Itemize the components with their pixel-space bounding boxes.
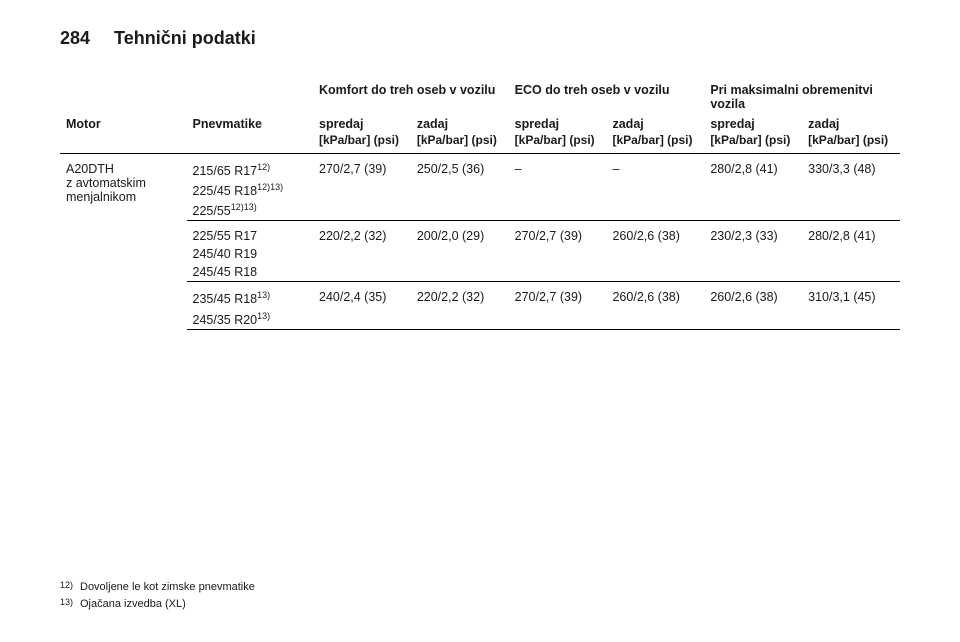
tyre-cell: 225/5512)13) <box>187 200 314 221</box>
value-cell: – <box>606 154 704 181</box>
value-cell: 200/2,0 (29) <box>411 221 509 246</box>
unit-cell: [kPa/bar] (psi) <box>411 131 509 154</box>
value-cell: 220/2,2 (32) <box>313 221 411 246</box>
col-full-rear: zadaj <box>802 111 900 131</box>
table-row: 245/40 R19 <box>60 245 900 263</box>
unit-header-row: [kPa/bar] (psi) [kPa/bar] (psi) [kPa/bar… <box>60 131 900 154</box>
footnotes: 12) Dovoljene le kot zimske pnevmatike 1… <box>60 579 255 612</box>
value-cell: – <box>509 154 607 181</box>
tyre-cell: 215/65 R1712) <box>187 154 314 181</box>
group-comfort: Komfort do treh oseb v vozilu <box>313 73 509 111</box>
value-cell: 270/2,7 (39) <box>509 221 607 246</box>
pressure-table: Komfort do treh oseb v vozilu ECO do tre… <box>60 73 900 330</box>
page-number: 284 <box>60 28 90 49</box>
tyre-cell: 245/40 R19 <box>187 245 314 263</box>
unit-cell: [kPa/bar] (psi) <box>313 131 411 154</box>
page-header: 284 Tehnični podatki <box>60 28 900 49</box>
value-cell: 230/2,3 (33) <box>704 221 802 246</box>
table-row: 225/55 R17 220/2,2 (32) 200/2,0 (29) 270… <box>60 221 900 246</box>
value-cell: 270/2,7 (39) <box>509 282 607 309</box>
table-row: A20DTH z avtomatskim menjalnikom 215/65 … <box>60 154 900 181</box>
value-cell: 260/2,6 (38) <box>606 221 704 246</box>
engine-name: A20DTH <box>66 162 114 176</box>
unit-cell: [kPa/bar] (psi) <box>802 131 900 154</box>
unit-cell: [kPa/bar] (psi) <box>704 131 802 154</box>
col-motor: Motor <box>60 111 187 131</box>
table-row: 245/45 R18 <box>60 263 900 282</box>
value-cell: 260/2,6 (38) <box>606 282 704 309</box>
group-full: Pri maksimalni obremenitvi vozila <box>704 73 900 111</box>
table-row: 225/5512)13) <box>60 200 900 221</box>
column-header-row: Motor Pnevmatike spredaj zadaj spredaj z… <box>60 111 900 131</box>
tyre-cell: 225/55 R17 <box>187 221 314 246</box>
tyre-cell: 245/45 R18 <box>187 263 314 282</box>
table-row: 225/45 R1812)13) <box>60 180 900 200</box>
value-cell: 260/2,6 (38) <box>704 282 802 309</box>
value-cell: 310/3,1 (45) <box>802 282 900 309</box>
tyre-cell: 235/45 R1813) <box>187 282 314 309</box>
col-eco-front: spredaj <box>509 111 607 131</box>
engine-sub: z avtomatskim menjalnikom <box>66 176 146 204</box>
table-row: 245/35 R2013) <box>60 309 900 330</box>
tyre-cell: 245/35 R2013) <box>187 309 314 330</box>
unit-cell: [kPa/bar] (psi) <box>509 131 607 154</box>
section-title: Tehnični podatki <box>114 28 256 49</box>
value-cell: 250/2,5 (36) <box>411 154 509 181</box>
footnote-mark: 12) <box>60 579 74 596</box>
value-cell: 280/2,8 (41) <box>802 221 900 246</box>
col-tyres: Pnevmatike <box>187 111 314 131</box>
footnote-12: 12) Dovoljene le kot zimske pnevmatike <box>60 579 255 596</box>
footnote-text: Dovoljene le kot zimske pnevmatike <box>80 579 255 596</box>
value-cell: 270/2,7 (39) <box>313 154 411 181</box>
footnote-13: 13) Ojačana izvedba (XL) <box>60 596 255 613</box>
col-comfort-front: spredaj <box>313 111 411 131</box>
col-comfort-rear: zadaj <box>411 111 509 131</box>
footnote-mark: 13) <box>60 596 74 613</box>
group-eco: ECO do treh oseb v vozilu <box>509 73 705 111</box>
footnote-text: Ojačana izvedba (XL) <box>80 596 186 613</box>
unit-cell: [kPa/bar] (psi) <box>606 131 704 154</box>
engine-cell: A20DTH z avtomatskim menjalnikom <box>60 154 187 330</box>
table-row: 235/45 R1813) 240/2,4 (35) 220/2,2 (32) … <box>60 282 900 309</box>
value-cell: 220/2,2 (32) <box>411 282 509 309</box>
value-cell: 240/2,4 (35) <box>313 282 411 309</box>
tyre-cell: 225/45 R1812)13) <box>187 180 314 200</box>
col-full-front: spredaj <box>704 111 802 131</box>
bottom-rule <box>60 329 900 330</box>
value-cell: 330/3,3 (48) <box>802 154 900 181</box>
col-eco-rear: zadaj <box>606 111 704 131</box>
group-header-row: Komfort do treh oseb v vozilu ECO do tre… <box>60 73 900 111</box>
value-cell: 280/2,8 (41) <box>704 154 802 181</box>
